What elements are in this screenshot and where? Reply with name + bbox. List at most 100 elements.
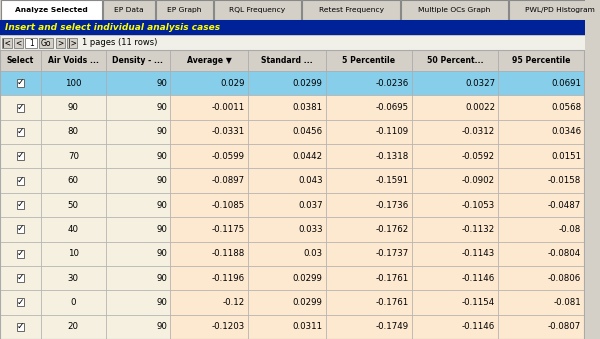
Text: ✓: ✓	[17, 176, 24, 185]
Bar	[326, 315, 412, 339]
Bar	[56, 38, 65, 48]
Text: 90: 90	[157, 225, 167, 234]
Bar	[39, 38, 53, 48]
Bar	[498, 120, 584, 144]
Text: ✓: ✓	[17, 78, 24, 87]
Bar	[17, 103, 25, 112]
Bar	[0, 95, 41, 120]
Bar	[412, 144, 498, 168]
Text: ✓: ✓	[17, 249, 24, 258]
Bar	[326, 168, 412, 193]
Text: -0.1761: -0.1761	[376, 274, 409, 283]
Bar	[25, 38, 37, 48]
Bar	[170, 144, 248, 168]
Text: -0.08: -0.08	[559, 225, 581, 234]
Text: -0.1749: -0.1749	[376, 322, 409, 331]
Bar	[17, 79, 25, 87]
Bar	[170, 290, 248, 315]
Text: 0.0151: 0.0151	[551, 152, 581, 161]
Bar	[41, 120, 106, 144]
Text: 0.0022: 0.0022	[465, 103, 495, 112]
Text: 0.0299: 0.0299	[293, 79, 323, 88]
Text: 5 Percentile: 5 Percentile	[342, 56, 395, 65]
Bar	[170, 217, 248, 242]
Text: -0.0592: -0.0592	[462, 152, 495, 161]
Bar	[326, 242, 412, 266]
Text: |<: |<	[2, 39, 11, 47]
Bar	[17, 152, 25, 160]
Bar	[412, 217, 498, 242]
Bar	[248, 50, 326, 71]
Text: -0.1146: -0.1146	[462, 274, 495, 283]
Text: -0.0599: -0.0599	[212, 152, 245, 161]
Text: -0.0695: -0.0695	[376, 103, 409, 112]
Text: 90: 90	[157, 127, 167, 136]
Bar	[326, 266, 412, 290]
Text: Analyze Selected: Analyze Selected	[16, 7, 88, 13]
Text: -0.0236: -0.0236	[376, 79, 409, 88]
Text: ✓: ✓	[17, 297, 24, 306]
Text: 0.037: 0.037	[298, 200, 323, 210]
Text: -0.1188: -0.1188	[212, 249, 245, 258]
Bar	[106, 50, 170, 71]
Bar	[326, 71, 412, 95]
Bar	[302, 0, 400, 20]
Text: 90: 90	[157, 298, 167, 307]
Bar	[248, 266, 326, 290]
Bar	[106, 193, 170, 217]
Bar	[17, 298, 25, 306]
Bar	[106, 266, 170, 290]
Text: -0.1175: -0.1175	[212, 225, 245, 234]
Text: -0.1761: -0.1761	[376, 298, 409, 307]
Bar	[0, 242, 41, 266]
Text: EP Graph: EP Graph	[167, 7, 202, 13]
Text: -0.0011: -0.0011	[212, 103, 245, 112]
Text: 30: 30	[68, 274, 79, 283]
Bar	[326, 50, 412, 71]
Text: -0.0902: -0.0902	[462, 176, 495, 185]
Bar	[509, 0, 600, 20]
Bar	[106, 217, 170, 242]
Text: 70: 70	[68, 152, 79, 161]
Text: 90: 90	[157, 274, 167, 283]
Bar	[412, 120, 498, 144]
Bar	[41, 168, 106, 193]
Text: Density - ...: Density - ...	[112, 56, 163, 65]
Bar	[41, 193, 106, 217]
Bar	[326, 217, 412, 242]
Bar	[498, 193, 584, 217]
Text: 0.03: 0.03	[304, 249, 323, 258]
Bar	[170, 95, 248, 120]
Text: 10: 10	[68, 249, 79, 258]
Bar	[0, 20, 585, 35]
Text: -0.1762: -0.1762	[376, 225, 409, 234]
Text: -0.1196: -0.1196	[212, 274, 245, 283]
Text: Average ▼: Average ▼	[187, 56, 232, 65]
Bar	[41, 266, 106, 290]
Bar	[412, 168, 498, 193]
Text: -0.1146: -0.1146	[462, 322, 495, 331]
Bar	[412, 315, 498, 339]
Bar	[248, 168, 326, 193]
Bar	[41, 50, 106, 71]
Text: -0.1318: -0.1318	[376, 152, 409, 161]
Text: -0.1591: -0.1591	[376, 176, 409, 185]
Bar	[106, 120, 170, 144]
Text: 0.0299: 0.0299	[293, 274, 323, 283]
Bar	[401, 0, 508, 20]
Bar	[170, 120, 248, 144]
Bar	[170, 242, 248, 266]
Text: ✓: ✓	[17, 102, 24, 112]
Bar	[412, 290, 498, 315]
Bar	[2, 38, 12, 48]
Text: 0.0456: 0.0456	[292, 127, 323, 136]
Text: -0.1109: -0.1109	[376, 127, 409, 136]
Text: Multiple OCs Graph: Multiple OCs Graph	[418, 7, 491, 13]
Bar	[248, 120, 326, 144]
Text: -0.0807: -0.0807	[548, 322, 581, 331]
Text: 40: 40	[68, 225, 79, 234]
Bar	[41, 71, 106, 95]
Bar	[41, 95, 106, 120]
Bar	[0, 266, 41, 290]
Text: 0.0299: 0.0299	[293, 298, 323, 307]
